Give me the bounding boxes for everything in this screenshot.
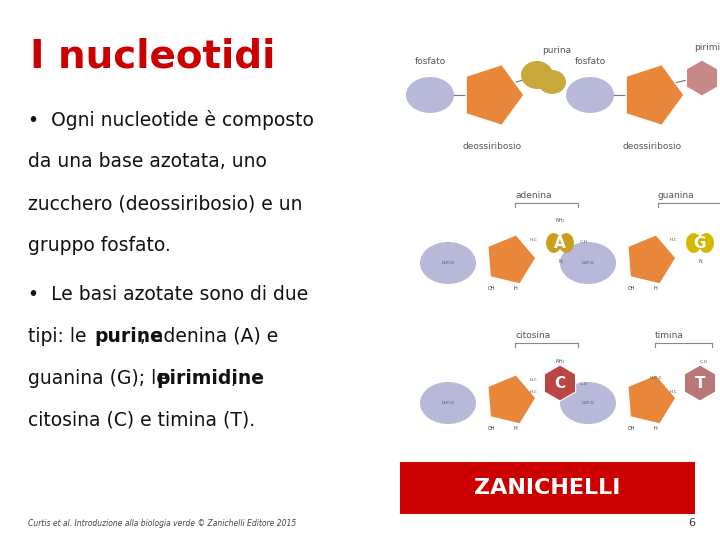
Text: A: A — [554, 235, 566, 251]
Text: timina: timina — [655, 331, 684, 340]
Text: , adenina (A) e: , adenina (A) e — [140, 327, 278, 346]
Text: zucchero (deossiribosio) e un: zucchero (deossiribosio) e un — [28, 194, 302, 213]
Text: C-H: C-H — [580, 240, 588, 244]
Text: adenina: adenina — [515, 191, 552, 200]
Text: O-P-O: O-P-O — [582, 261, 595, 265]
Ellipse shape — [698, 233, 714, 253]
Text: C: C — [554, 375, 566, 390]
Text: deossiribosio: deossiribosio — [622, 142, 682, 151]
Text: •  Le basi azotate sono di due: • Le basi azotate sono di due — [28, 285, 308, 304]
Ellipse shape — [420, 242, 476, 284]
Polygon shape — [628, 375, 676, 424]
Polygon shape — [628, 235, 676, 284]
Text: citosina: citosina — [515, 331, 550, 340]
Text: I nucleotidi: I nucleotidi — [30, 38, 275, 76]
Ellipse shape — [560, 242, 616, 284]
FancyBboxPatch shape — [400, 462, 695, 514]
Text: fosfato: fosfato — [415, 57, 446, 66]
Text: H₃C-C: H₃C-C — [649, 376, 662, 380]
Ellipse shape — [406, 77, 454, 113]
Text: gruppo fosfato.: gruppo fosfato. — [28, 236, 171, 255]
Text: •  Ogni nucleotide è composto: • Ogni nucleotide è composto — [28, 110, 314, 130]
Polygon shape — [488, 375, 536, 424]
Text: 6: 6 — [688, 518, 695, 528]
Text: ,: , — [231, 369, 237, 388]
Ellipse shape — [521, 61, 553, 89]
Text: da una base azotata, uno: da una base azotata, uno — [28, 152, 267, 171]
Polygon shape — [466, 65, 524, 125]
Text: G: G — [694, 235, 706, 251]
Text: H-C: H-C — [530, 238, 538, 242]
Ellipse shape — [546, 233, 562, 253]
Text: C-O: C-O — [580, 382, 588, 386]
Text: NH₂: NH₂ — [555, 359, 564, 364]
Text: tipi: le: tipi: le — [28, 327, 92, 346]
Text: OH: OH — [488, 426, 496, 431]
Text: guanina: guanina — [658, 191, 695, 200]
Text: C-O: C-O — [700, 360, 708, 364]
Polygon shape — [544, 365, 575, 401]
Text: Curtis et al. Introduzione alla biologia verde © Zanichelli Editore 2015: Curtis et al. Introduzione alla biologia… — [28, 519, 296, 528]
Text: H: H — [653, 286, 657, 291]
Text: ZANICHELLI: ZANICHELLI — [474, 478, 620, 498]
Ellipse shape — [559, 233, 574, 253]
Text: pirimidina: pirimidina — [694, 43, 720, 52]
Text: OH: OH — [629, 286, 636, 291]
Ellipse shape — [560, 382, 616, 424]
Ellipse shape — [420, 382, 476, 424]
Polygon shape — [685, 365, 716, 401]
Text: OH: OH — [629, 426, 636, 431]
Polygon shape — [488, 235, 536, 284]
Ellipse shape — [566, 77, 614, 113]
Text: O-P-O: O-P-O — [441, 401, 454, 405]
Text: H: H — [513, 426, 517, 431]
Text: H-C: H-C — [530, 378, 538, 382]
Ellipse shape — [686, 233, 701, 253]
Text: H: H — [653, 426, 657, 431]
Text: deossiribosio: deossiribosio — [462, 142, 521, 151]
Text: H-C: H-C — [670, 390, 678, 394]
Text: T: T — [695, 375, 706, 390]
Text: fosfato: fosfato — [575, 57, 606, 66]
Text: NH₂: NH₂ — [555, 218, 564, 223]
Text: pirimidine: pirimidine — [156, 369, 264, 388]
Text: OH: OH — [488, 286, 496, 291]
Polygon shape — [626, 65, 684, 125]
Text: guanina (G); le: guanina (G); le — [28, 369, 174, 388]
Ellipse shape — [538, 70, 566, 94]
Text: H-C: H-C — [530, 390, 538, 394]
Text: O-P-O: O-P-O — [441, 261, 454, 265]
Text: H-C: H-C — [670, 238, 678, 242]
Polygon shape — [686, 60, 718, 96]
Text: citosina (C) e timina (T).: citosina (C) e timina (T). — [28, 411, 255, 430]
Text: purine: purine — [94, 327, 163, 346]
Text: H: H — [513, 286, 517, 291]
Text: O-P-O: O-P-O — [582, 401, 595, 405]
Text: N: N — [698, 259, 702, 264]
Text: N: N — [558, 259, 562, 264]
Text: purina: purina — [542, 46, 572, 55]
